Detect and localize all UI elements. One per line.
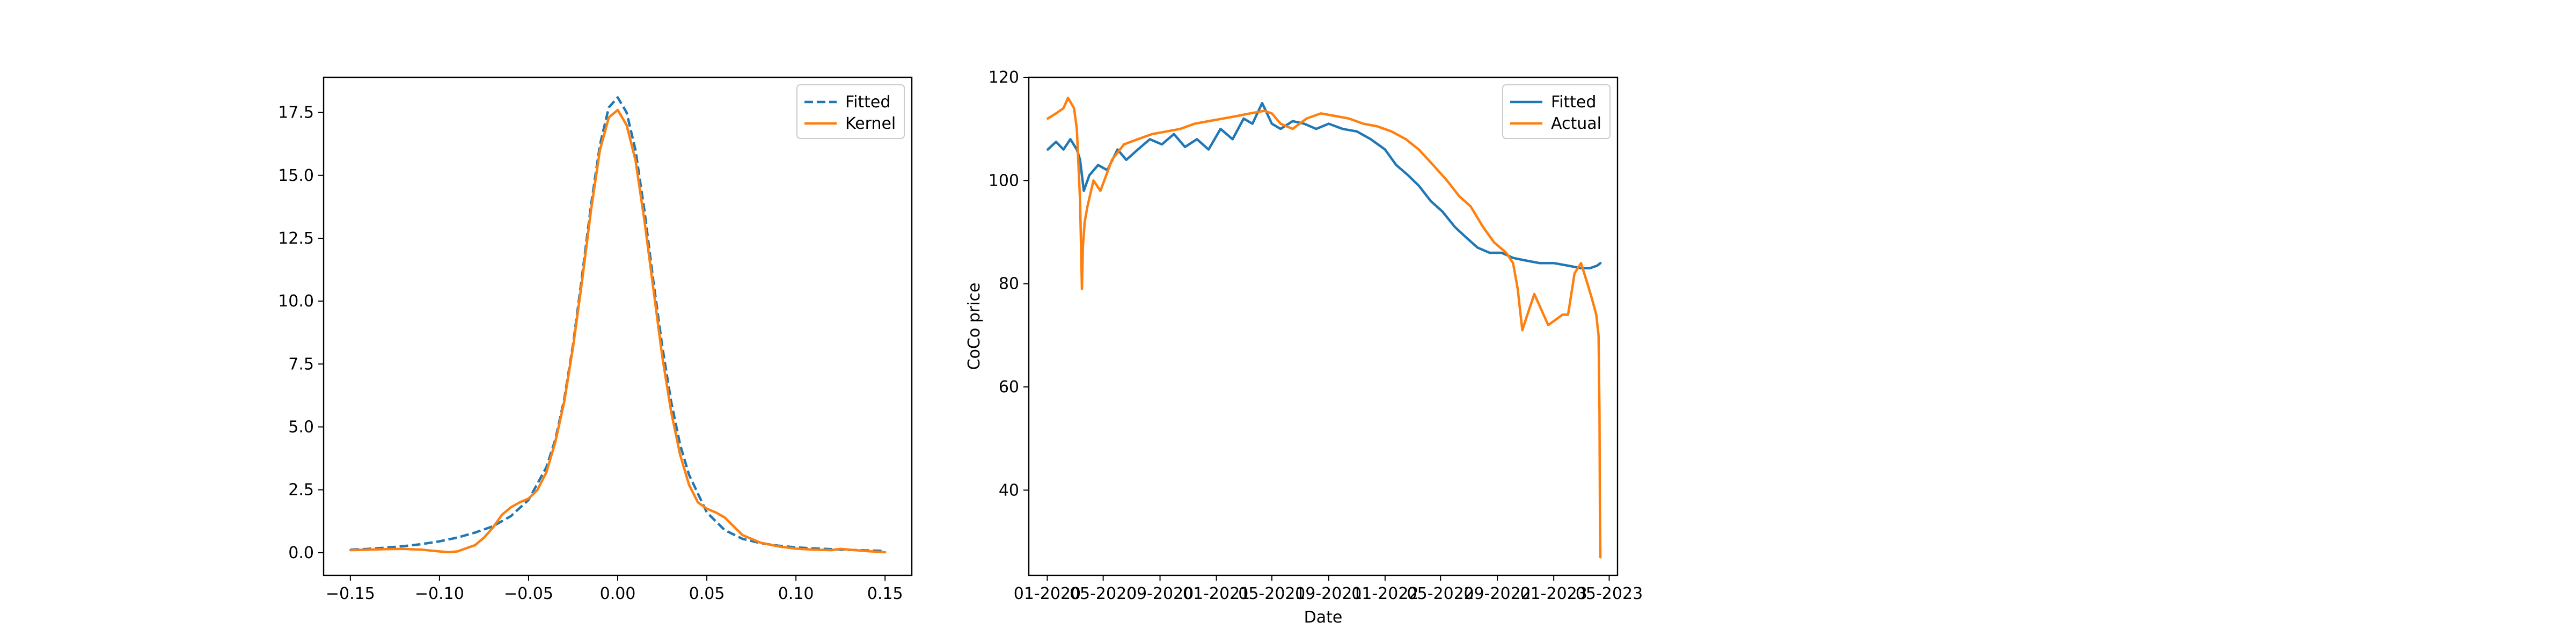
plot-frame	[1028, 76, 1619, 576]
y-tick-label: 15.0	[278, 166, 314, 185]
x-tick-label: 01-2022	[1351, 584, 1418, 603]
legend-box	[1502, 84, 1611, 139]
y-tick-label: 2.5	[288, 481, 314, 500]
x-tick-label: 0.15	[867, 584, 903, 603]
chart-1: −0.15 −0.10 −0.05 0.00 0.05 0.10 0.15 0.0 2.5 5.0…	[278, 76, 913, 603]
y-tick-label: 10.0	[278, 292, 314, 311]
x-tick-label: −0.10	[415, 584, 464, 603]
x-tick-label: 0.00	[600, 584, 636, 603]
y-tick-label: 100	[989, 171, 1019, 190]
legend: Fitted Actual	[1502, 84, 1611, 139]
x-axis-label: Date	[1304, 608, 1343, 627]
y-axis-label: CoCo price	[965, 283, 984, 370]
x-tick-label: 05-2022	[1407, 584, 1474, 603]
legend-label-kernel: Kernel	[845, 114, 896, 133]
x-tick-label: 09-2021	[1295, 584, 1362, 603]
legend-label-fitted: Fitted	[845, 93, 890, 112]
y-tick-label: 60	[999, 378, 1019, 397]
x-tick-label: 05-2020	[1070, 584, 1137, 603]
plot-frame	[323, 76, 913, 576]
x-tick-label: 0.10	[778, 584, 814, 603]
y-tick-label: 17.5	[278, 104, 314, 122]
legend-box	[796, 84, 905, 139]
series-line-fitted	[1046, 101, 1602, 270]
y-tick-label: 12.5	[278, 229, 314, 248]
y-tick-label: 0.0	[288, 544, 314, 562]
series-line-fitted	[350, 96, 885, 552]
x-tick-label: 05-2023	[1576, 584, 1643, 603]
y-tick-label: 7.5	[288, 355, 314, 374]
x-tick-label: 01-2021	[1183, 584, 1250, 603]
y-tick-label: 120	[989, 68, 1019, 87]
x-tick-label: 05-2021	[1238, 584, 1305, 603]
legend-label-actual: Actual	[1551, 114, 1601, 133]
x-tick-label: 09-2022	[1463, 584, 1531, 603]
x-tick-label: 09-2020	[1126, 584, 1194, 603]
series-line-actual	[1046, 97, 1602, 559]
x-tick-label: 01-2023	[1520, 584, 1587, 603]
x-tick-label: −0.15	[326, 584, 375, 603]
chart-2: 01-202005-202009-202001-202105-202109-20…	[965, 68, 1643, 627]
x-tick-label: 01-2020	[1014, 584, 1081, 603]
legend-label-fitted: Fitted	[1551, 93, 1596, 112]
series-line-kernel	[349, 108, 887, 554]
y-tick-label: 80	[999, 275, 1019, 294]
x-tick-label: −0.05	[504, 584, 553, 603]
x-tick-label: 0.05	[689, 584, 725, 603]
legend: Fitted Kernel	[796, 84, 905, 139]
y-tick-label: 40	[999, 481, 1019, 500]
y-tick-label: 5.0	[288, 418, 314, 436]
